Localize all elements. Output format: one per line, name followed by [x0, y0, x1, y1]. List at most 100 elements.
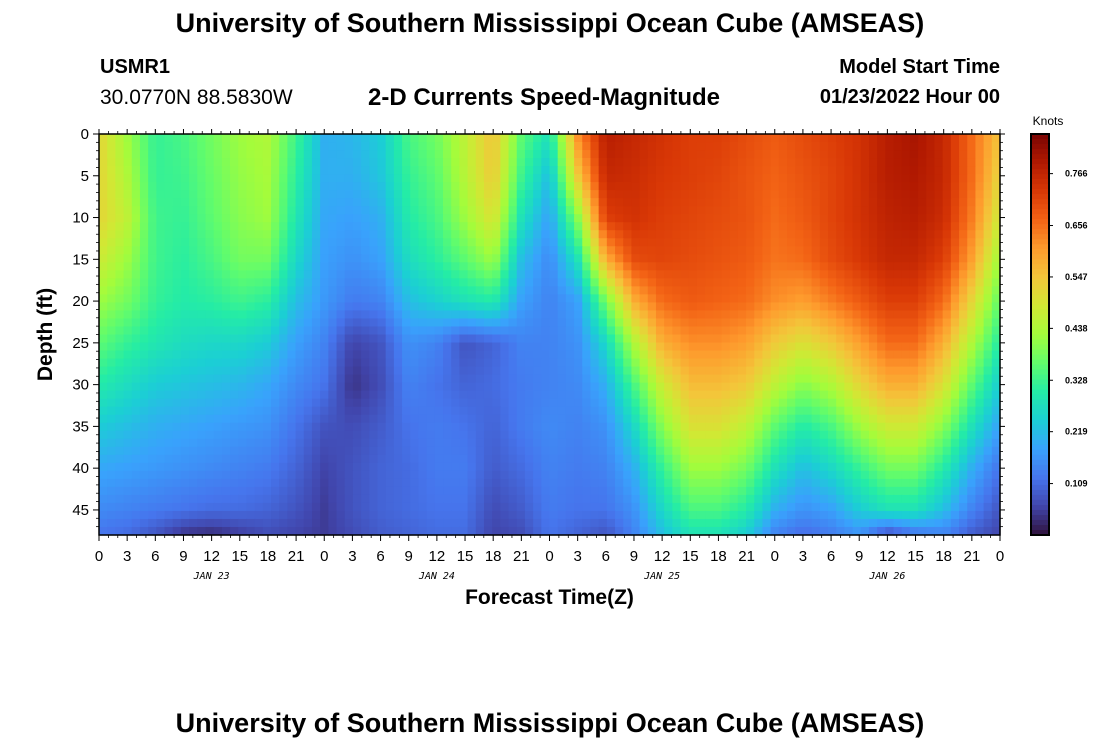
heatmap-cell [598, 350, 608, 360]
heatmap-cell [754, 438, 764, 448]
heatmap-cell [803, 286, 813, 295]
heatmap-cell [819, 366, 829, 376]
heatmap-cell [623, 190, 633, 199]
heatmap-cell [877, 318, 886, 328]
heatmap-cell [836, 406, 845, 416]
heatmap-cell [443, 462, 452, 472]
heatmap-cell [942, 382, 952, 392]
heatmap-cell [713, 326, 723, 336]
heatmap-cell [508, 142, 518, 151]
heatmap-cell [606, 318, 616, 328]
heatmap-cell [565, 326, 575, 336]
heatmap-cell [737, 454, 747, 464]
heatmap-cell [737, 190, 747, 199]
heatmap-cell [688, 230, 698, 239]
heatmap-cell [516, 406, 526, 416]
heatmap-cell [303, 142, 313, 151]
heatmap-cell [426, 414, 436, 424]
heatmap-cell [631, 318, 641, 328]
heatmap-cell [819, 190, 829, 199]
heatmap-cell [164, 326, 174, 336]
heatmap-cell [172, 470, 182, 480]
heatmap-cell [934, 310, 944, 320]
heatmap-cell [983, 142, 993, 151]
heatmap-cell [860, 254, 870, 263]
heatmap-cell [672, 286, 682, 295]
heatmap-cell [197, 166, 207, 175]
heatmap-cell [262, 262, 272, 271]
heatmap-cell [975, 398, 985, 408]
heatmap-cell [131, 198, 141, 207]
heatmap-cell [254, 446, 264, 456]
heatmap-cell [500, 414, 510, 424]
heatmap-cell [459, 334, 469, 344]
heatmap-cell [336, 406, 346, 416]
heatmap-cell [582, 270, 592, 279]
heatmap-cell [664, 470, 673, 480]
heatmap-cell [803, 366, 813, 376]
heatmap-cell [533, 222, 542, 231]
heatmap-cell [950, 310, 960, 320]
heatmap-cell [623, 222, 633, 231]
heatmap-cell [795, 230, 805, 239]
heatmap-cell [402, 334, 411, 344]
heatmap-cell [713, 438, 723, 448]
heatmap-cell [303, 174, 313, 183]
heatmap-cell [287, 358, 297, 368]
heatmap-cell [402, 374, 411, 384]
heatmap-cell [352, 310, 362, 320]
heatmap-cell [254, 214, 264, 223]
heatmap-cell [369, 222, 379, 231]
heatmap-cell [180, 462, 190, 472]
heatmap-cell [246, 166, 256, 175]
heatmap-cell [836, 414, 845, 424]
heatmap-cell [459, 486, 469, 496]
heatmap-cell [156, 246, 166, 255]
heatmap-cell [524, 150, 534, 159]
heatmap-cell [713, 198, 723, 207]
heatmap-cell [221, 414, 231, 424]
heatmap-cell [795, 182, 805, 191]
heatmap-cell [893, 302, 903, 312]
heatmap-cell [565, 318, 575, 328]
heatmap-cell [336, 310, 346, 320]
heatmap-cell [664, 278, 673, 287]
heatmap-cell [934, 150, 944, 159]
heatmap-cell [180, 302, 190, 312]
heatmap-cell [467, 278, 477, 287]
heatmap-cell [795, 366, 805, 376]
heatmap-cell [893, 134, 903, 143]
heatmap-cell [410, 406, 420, 416]
heatmap-cell [918, 374, 927, 384]
heatmap-cell [295, 214, 305, 223]
heatmap-cell [705, 254, 714, 263]
heatmap-cell [557, 286, 567, 295]
heatmap-cell [754, 414, 764, 424]
heatmap-cell [230, 150, 239, 159]
heatmap-cell [410, 158, 420, 167]
heatmap-cell [787, 174, 796, 183]
heatmap-cell [197, 494, 207, 504]
heatmap-cell [180, 174, 190, 183]
heatmap-cell [123, 414, 133, 424]
heatmap-cell [180, 366, 190, 376]
heatmap-cell [836, 158, 845, 167]
heatmap-cell [565, 190, 575, 199]
heatmap-cell [459, 142, 469, 151]
heatmap-cell [901, 486, 911, 496]
heatmap-cell [918, 454, 927, 464]
heatmap-cell [246, 150, 256, 159]
heatmap-cell [631, 198, 641, 207]
heatmap-cell [868, 334, 878, 344]
heatmap-cell [508, 270, 518, 279]
heatmap-cell [705, 166, 714, 175]
heatmap-cell [598, 470, 608, 480]
heatmap-cell [311, 342, 321, 352]
heatmap-cell [459, 422, 469, 432]
heatmap-cell [115, 198, 125, 207]
heatmap-cell [770, 238, 780, 247]
heatmap-cell [582, 342, 592, 352]
heatmap-cell [443, 438, 452, 448]
heatmap-cell [492, 158, 501, 167]
heatmap-cell [565, 262, 575, 271]
